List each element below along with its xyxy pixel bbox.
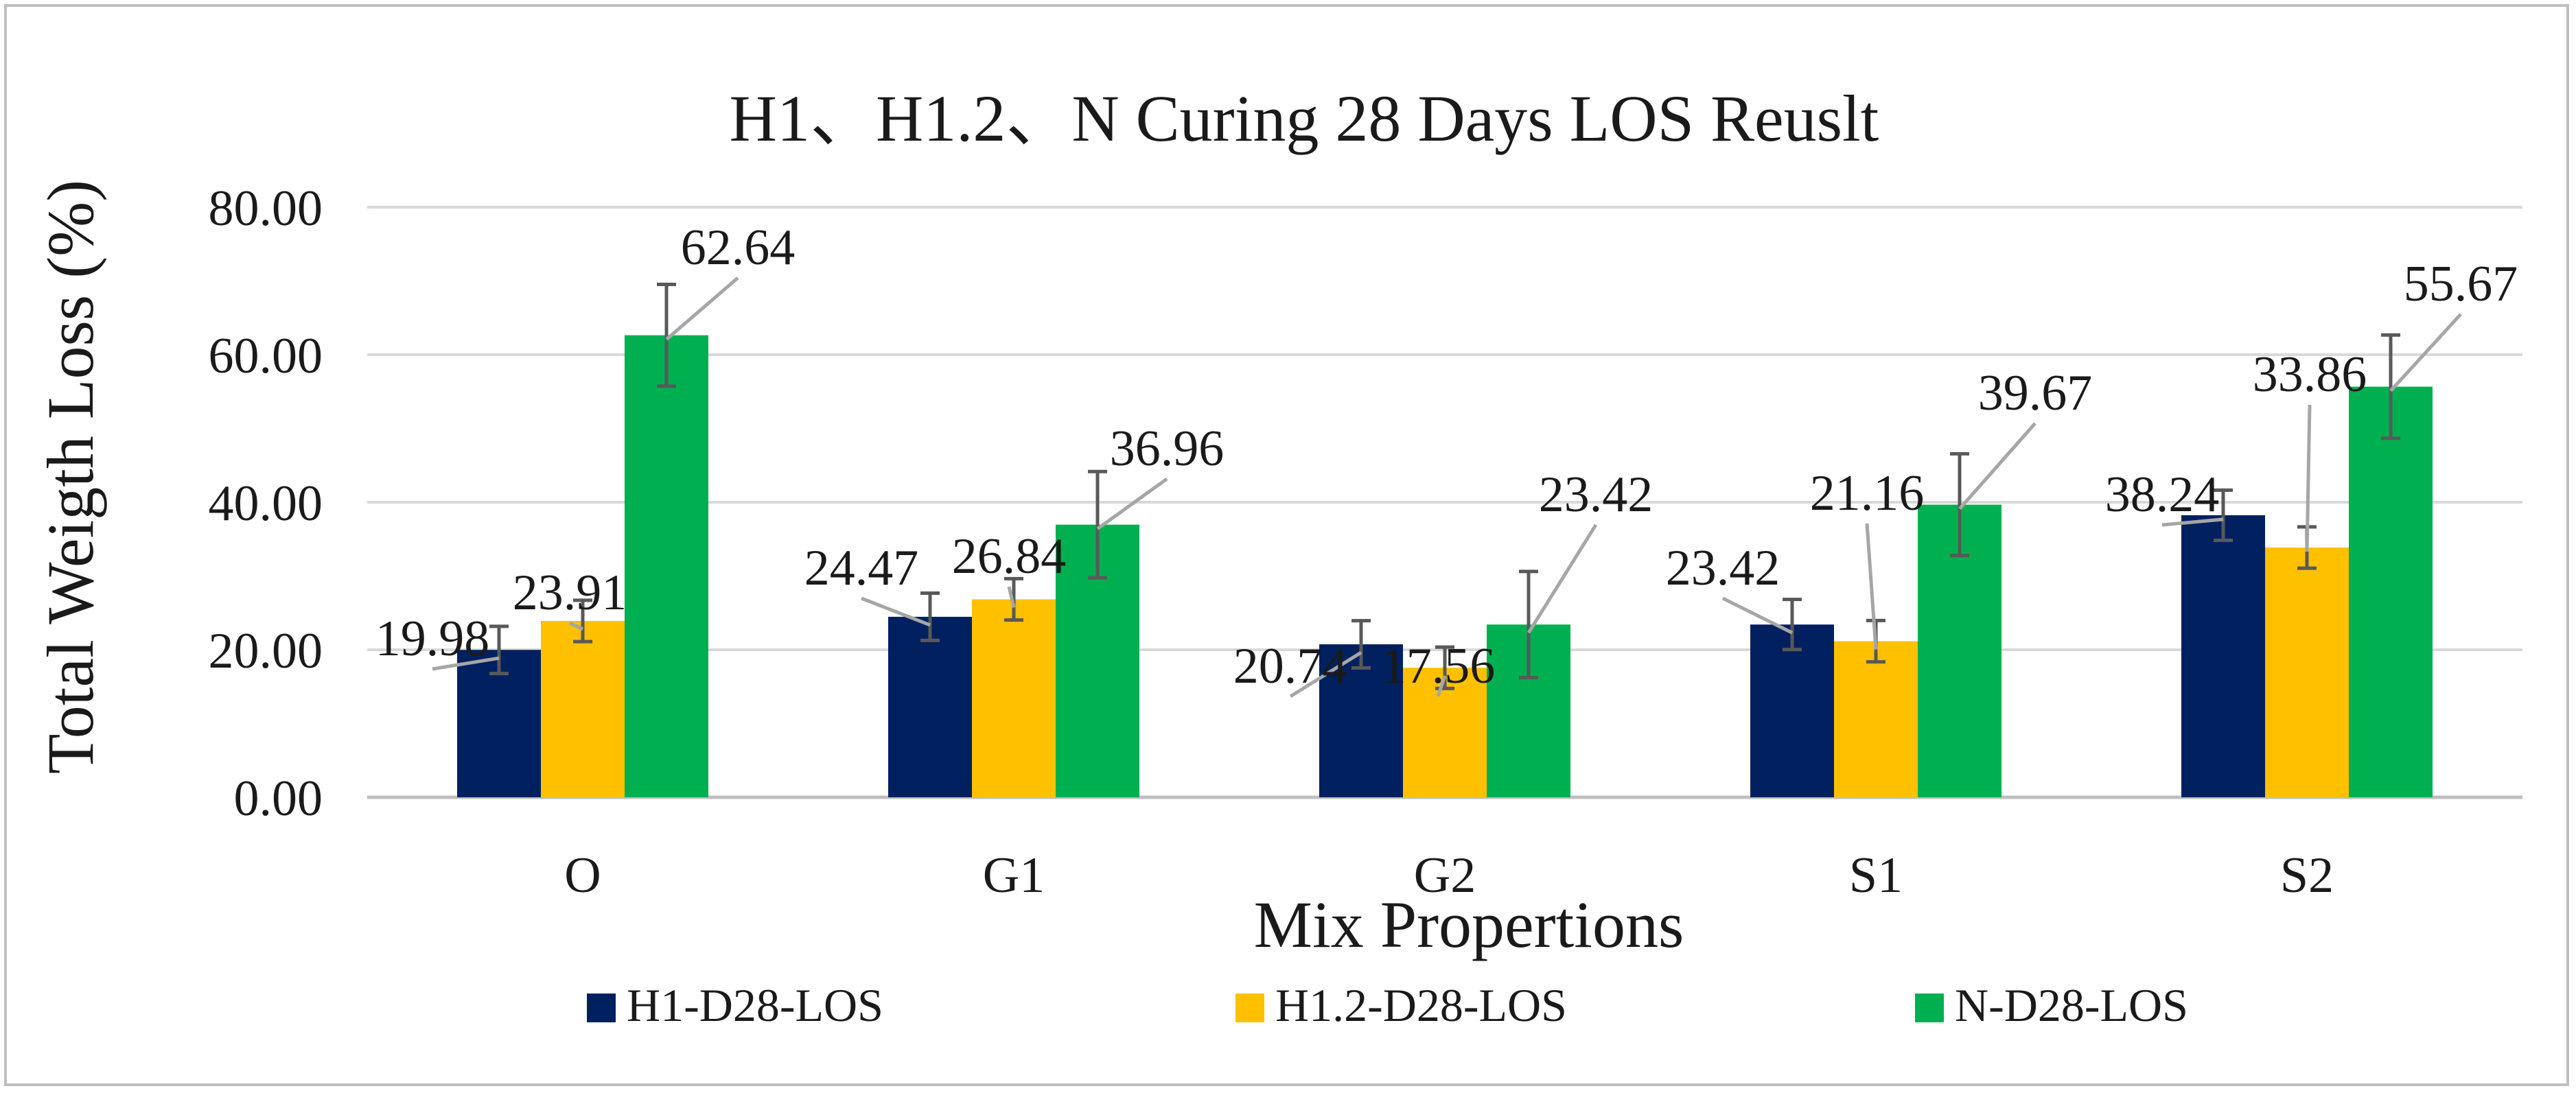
legend-label: H1-D28-LOS (627, 979, 883, 1031)
error-bar (1950, 451, 1969, 558)
data-label: 24.47 (804, 540, 919, 596)
data-label: 33.86 (2253, 346, 2367, 403)
legend-item-H1.2-D28-LOS: H1.2-D28-LOS (1235, 979, 1567, 1031)
leader-line (432, 656, 500, 671)
y-tick-label: 20.00 (209, 623, 323, 679)
leader-line (1958, 422, 2037, 510)
data-label: 23.42 (1539, 467, 1653, 523)
legend-item-H1-D28-LOS: H1-D28-LOS (587, 979, 883, 1031)
y-tick-label: 80.00 (209, 180, 323, 237)
legend-swatch (1235, 994, 1264, 1022)
data-label: 17.56 (1381, 638, 1496, 694)
bar-N-D28-LOS-O (625, 335, 708, 797)
bar-N-D28-LOS-S2 (2349, 386, 2433, 797)
leader-line (1007, 586, 1016, 609)
leader-line (1527, 524, 1598, 634)
error-bars (489, 282, 2400, 690)
legend-swatch (587, 994, 616, 1022)
y-axis-title: Total Weigth Loss (%) (34, 180, 107, 774)
error-bar (1004, 576, 1023, 622)
x-axis-ticks: O G1 G2 S1 S2 (564, 847, 2334, 904)
leader-line (2389, 313, 2462, 392)
bar-H1-D28-LOS-S1 (1750, 624, 1834, 797)
error-bar (920, 591, 940, 642)
x-tick-label: S2 (2280, 847, 2334, 904)
data-label: 36.96 (1110, 421, 1225, 477)
legend-swatch (1915, 994, 1944, 1022)
y-tick-label: 0.00 (234, 771, 323, 827)
bar-H1-D28-LOS-S2 (2181, 515, 2265, 797)
data-label: 62.64 (681, 220, 796, 276)
y-tick-label: 40.00 (209, 475, 323, 532)
bar-H1-D28-LOS-G1 (888, 616, 972, 797)
leader-line (2305, 404, 2312, 552)
x-tick-label: G2 (1414, 847, 1476, 904)
data-label: 39.67 (1978, 365, 2093, 421)
error-bar (657, 282, 676, 388)
error-bar (1088, 469, 1107, 580)
leader-line (1865, 523, 1878, 650)
data-label: 23.42 (1666, 540, 1780, 596)
error-bar (1435, 645, 1454, 690)
error-bar (489, 624, 509, 676)
chart-frame (4, 4, 2569, 1086)
leader-line (1436, 675, 1447, 697)
error-bar (1351, 619, 1371, 670)
legend: H1-D28-LOS H1.2-D28-LOS N-D28-LOS (587, 979, 2188, 1031)
error-bar (2214, 488, 2233, 542)
data-label: 38.24 (2105, 467, 2220, 523)
leader-line (665, 277, 739, 341)
bar-H1.2-D28-LOS-O (541, 620, 625, 797)
leader-line (2161, 517, 2224, 527)
bar-series (457, 335, 2433, 797)
bar-H1.2-D28-LOS-S1 (1834, 641, 1918, 797)
legend-item-N-D28-LOS: N-D28-LOS (1915, 979, 2188, 1031)
error-bar (1783, 598, 1802, 652)
leader-line (568, 621, 584, 631)
data-label: 19.98 (375, 611, 490, 667)
chart-title: H1、H1.2、N Curing 28 Days LOS Reuslt (730, 82, 1879, 155)
error-bar (573, 598, 592, 644)
x-axis-title: Mix Propertions (1254, 888, 1684, 961)
leader-line (1096, 477, 1168, 530)
bar-H1.2-D28-LOS-G1 (972, 599, 1056, 797)
x-tick-label: G1 (983, 847, 1045, 904)
data-label: 23.91 (513, 565, 627, 621)
legend-label: H1.2-D28-LOS (1275, 979, 1567, 1031)
data-label: 26.84 (952, 528, 1067, 585)
error-bar (2381, 333, 2400, 440)
error-bar (1519, 569, 1538, 680)
label-leader-lines (432, 277, 2462, 698)
data-label: 20.74 (1233, 638, 1348, 694)
x-tick-label: O (564, 847, 601, 904)
data-labels: 19.98 24.47 20.74 23.42 38.24 23.91 26.84 17.56… (375, 220, 2518, 694)
leader-line (861, 596, 931, 627)
bar-H1.2-D28-LOS-S2 (2265, 548, 2349, 797)
x-tick-label: S1 (1849, 847, 1903, 904)
leader-line (1289, 650, 1362, 698)
legend-label: N-D28-LOS (1955, 979, 2188, 1031)
y-tick-label: 60.00 (209, 328, 323, 384)
data-label: 21.16 (1810, 465, 1925, 521)
y-axis-ticks: 0.00 20.00 40.00 60.00 80.00 (209, 180, 323, 827)
leader-line (1721, 596, 1794, 635)
data-label: 55.67 (2404, 256, 2518, 312)
